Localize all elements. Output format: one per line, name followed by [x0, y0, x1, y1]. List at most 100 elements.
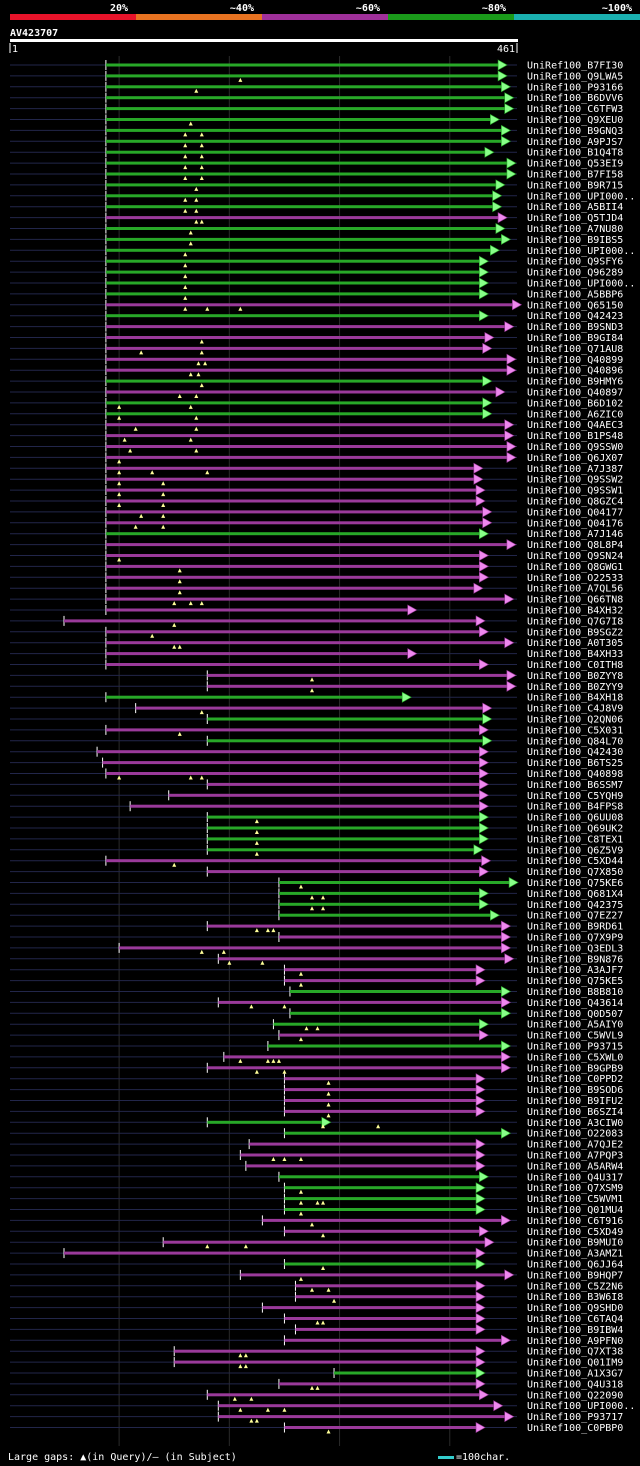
- hit-row[interactable]: UniRef100_Q7XT38: [10, 1345, 623, 1358]
- hit-row[interactable]: UniRef100_B1PS48: [10, 430, 623, 443]
- hit-label[interactable]: UniRef100_A3AJF7: [527, 965, 623, 976]
- hit-label[interactable]: UniRef100_Q42423: [527, 311, 623, 322]
- hit-label[interactable]: UniRef100_P93166: [527, 82, 623, 93]
- hit-label[interactable]: UniRef100_Q6JX07: [527, 453, 623, 464]
- hit-row[interactable]: UniRef100_C0PPD2: [10, 1073, 623, 1086]
- hit-label[interactable]: UniRef100_Q681X4: [527, 889, 623, 900]
- hit-label[interactable]: UniRef100_O22083: [527, 1129, 623, 1140]
- hit-label[interactable]: UniRef100_B6SSM7: [527, 780, 623, 791]
- hit-row[interactable]: UniRef100_C5YQH9: [10, 789, 623, 802]
- hit-row[interactable]: UniRef100_Q42430: [10, 746, 623, 759]
- hit-row[interactable]: UniRef100_UPI000..: [10, 1400, 635, 1413]
- hit-row[interactable]: UniRef100_C5XD44: [10, 855, 623, 868]
- hit-row[interactable]: UniRef100_B9MUI0: [10, 1236, 623, 1249]
- hit-label[interactable]: UniRef100_A7PQP3: [527, 1151, 623, 1162]
- hit-label[interactable]: UniRef100_B6D102: [527, 398, 623, 409]
- hit-label[interactable]: UniRef100_B9IBS5: [527, 235, 623, 246]
- hit-label[interactable]: UniRef100_Q71AU8: [527, 344, 623, 355]
- hit-label[interactable]: UniRef100_Q9SSW0: [527, 442, 623, 453]
- hit-row[interactable]: UniRef100_Q01MU4: [10, 1203, 623, 1217]
- hit-label[interactable]: UniRef100_C5X031: [527, 725, 623, 736]
- hit-row[interactable]: UniRef100_A1X3G7: [10, 1367, 623, 1380]
- hit-row[interactable]: UniRef100_Q8L8P4: [10, 539, 623, 552]
- hit-label[interactable]: UniRef100_C5XD44: [527, 856, 623, 867]
- hit-row[interactable]: UniRef100_A7QL56: [10, 582, 623, 595]
- hit-row[interactable]: UniRef100_C5WVM1: [10, 1193, 623, 1206]
- hit-label[interactable]: UniRef100_B9GI84: [527, 333, 623, 344]
- hit-row[interactable]: UniRef100_Q7G7I8: [10, 615, 623, 628]
- hit-label[interactable]: UniRef100_Q2QN06: [527, 715, 623, 726]
- hit-row[interactable]: UniRef100_B9N876: [10, 953, 623, 966]
- hit-label[interactable]: UniRef100_B9GPB9: [527, 1063, 623, 1074]
- hit-row[interactable]: UniRef100_Q4U317: [10, 1171, 623, 1184]
- hit-label[interactable]: UniRef100_C0ITH8: [527, 660, 623, 671]
- hit-row[interactable]: UniRef100_Q65150: [10, 299, 623, 312]
- hit-row[interactable]: UniRef100_B6SZI4: [10, 1105, 623, 1118]
- hit-row[interactable]: UniRef100_Q681X4: [10, 887, 623, 900]
- hit-label[interactable]: UniRef100_Q22090: [527, 1390, 623, 1401]
- hit-row[interactable]: UniRef100_C8TEX1: [10, 833, 623, 846]
- hit-label[interactable]: UniRef100_C5Z2N6: [527, 1281, 623, 1292]
- hit-label[interactable]: UniRef100_Q9LWA5: [527, 71, 623, 82]
- hit-row[interactable]: UniRef100_Q7EZ27: [10, 909, 623, 922]
- hit-row[interactable]: UniRef100_B3W6I8: [10, 1291, 623, 1304]
- hit-row[interactable]: UniRef100_Q9SHD0: [10, 1302, 623, 1315]
- hit-label[interactable]: UniRef100_C0PPD2: [527, 1074, 623, 1085]
- hit-label[interactable]: UniRef100_B9RD61: [527, 922, 623, 933]
- hit-row[interactable]: UniRef100_Q75KE6: [10, 876, 623, 890]
- hit-label[interactable]: UniRef100_C5XWL0: [527, 1052, 623, 1063]
- hit-label[interactable]: UniRef100_Q6UU08: [527, 813, 623, 824]
- hit-label[interactable]: UniRef100_Q40897: [527, 388, 623, 399]
- hit-row[interactable]: UniRef100_Q7X850: [10, 866, 623, 879]
- hit-row[interactable]: UniRef100_Q4U318: [10, 1378, 623, 1391]
- hit-label[interactable]: UniRef100_C5WVL9: [527, 1031, 623, 1042]
- hit-row[interactable]: UniRef100_B9SND3: [10, 321, 623, 334]
- hit-row[interactable]: UniRef100_B9R715: [10, 179, 623, 192]
- hit-label[interactable]: UniRef100_Q01IM9: [527, 1358, 623, 1369]
- hit-row[interactable]: UniRef100_C6TAQ4: [10, 1312, 623, 1326]
- hit-label[interactable]: UniRef100_Q4U318: [527, 1379, 623, 1390]
- hit-row[interactable]: UniRef100_B0ZYY8: [10, 669, 623, 682]
- hit-label[interactable]: UniRef100_Q7XT38: [527, 1347, 623, 1358]
- hit-row[interactable]: UniRef100_Q7XSM9: [10, 1182, 623, 1195]
- hit-row[interactable]: UniRef100_Q8GZC4: [10, 495, 623, 508]
- hit-label[interactable]: UniRef100_B4XH32: [527, 606, 623, 617]
- hit-row[interactable]: UniRef100_B0ZYY9: [10, 680, 623, 693]
- hit-row[interactable]: UniRef100_A7PQP3: [10, 1149, 623, 1162]
- hit-label[interactable]: UniRef100_Q0D507: [527, 1009, 623, 1020]
- hit-row[interactable]: UniRef100_A7J387: [10, 462, 623, 475]
- hit-row[interactable]: UniRef100_C4J8V9: [10, 702, 623, 715]
- hit-label[interactable]: UniRef100_C4J8V9: [527, 704, 623, 715]
- hit-label[interactable]: UniRef100_C6T916: [527, 1216, 623, 1227]
- hit-label[interactable]: UniRef100_Q43614: [527, 998, 623, 1009]
- hit-label[interactable]: UniRef100_B9IFU2: [527, 1096, 623, 1107]
- hit-row[interactable]: UniRef100_C6T916: [10, 1214, 623, 1227]
- hit-label[interactable]: UniRef100_Q04176: [527, 518, 623, 529]
- hit-label[interactable]: UniRef100_B4XH33: [527, 649, 623, 660]
- hit-label[interactable]: UniRef100_C8TEX1: [527, 834, 623, 845]
- hit-row[interactable]: UniRef100_Q04176: [10, 517, 623, 530]
- hit-row[interactable]: UniRef100_A5BBP6: [10, 288, 623, 301]
- hit-row[interactable]: UniRef100_Q9XEU0: [10, 113, 623, 127]
- hit-row[interactable]: UniRef100_Q71AU8: [10, 342, 623, 355]
- hit-row[interactable]: UniRef100_B9SGZ2: [10, 626, 623, 639]
- hit-label[interactable]: UniRef100_A7QJE2: [527, 1140, 623, 1151]
- hit-row[interactable]: UniRef100_B9HMY6: [10, 375, 623, 388]
- hit-label[interactable]: UniRef100_B9IBW4: [527, 1325, 623, 1336]
- hit-label[interactable]: UniRef100_Q40896: [527, 366, 623, 377]
- hit-row[interactable]: UniRef100_Q0D507: [10, 1007, 623, 1020]
- hit-label[interactable]: UniRef100_Q7X9P9: [527, 933, 623, 944]
- hit-label[interactable]: UniRef100_UPI000..: [527, 246, 635, 257]
- hit-row[interactable]: UniRef100_Q40899: [10, 353, 623, 366]
- hit-label[interactable]: UniRef100_C0PBP0: [527, 1423, 623, 1434]
- hit-label[interactable]: UniRef100_B4XH18: [527, 693, 623, 704]
- hit-row[interactable]: UniRef100_Q75KE5: [10, 975, 623, 988]
- hit-row[interactable]: UniRef100_A9PJS7: [10, 135, 623, 148]
- hit-row[interactable]: UniRef100_B4XH33: [10, 648, 623, 661]
- hit-row[interactable]: UniRef100_O22533: [10, 571, 623, 584]
- hit-row[interactable]: UniRef100_Q01IM9: [10, 1356, 623, 1369]
- hit-row[interactable]: UniRef100_B6TS25: [10, 757, 623, 770]
- hit-row[interactable]: UniRef100_B7FI30: [10, 59, 623, 72]
- hit-label[interactable]: UniRef100_A5AIY0: [527, 1020, 623, 1031]
- hit-label[interactable]: UniRef100_B0ZYY9: [527, 682, 623, 693]
